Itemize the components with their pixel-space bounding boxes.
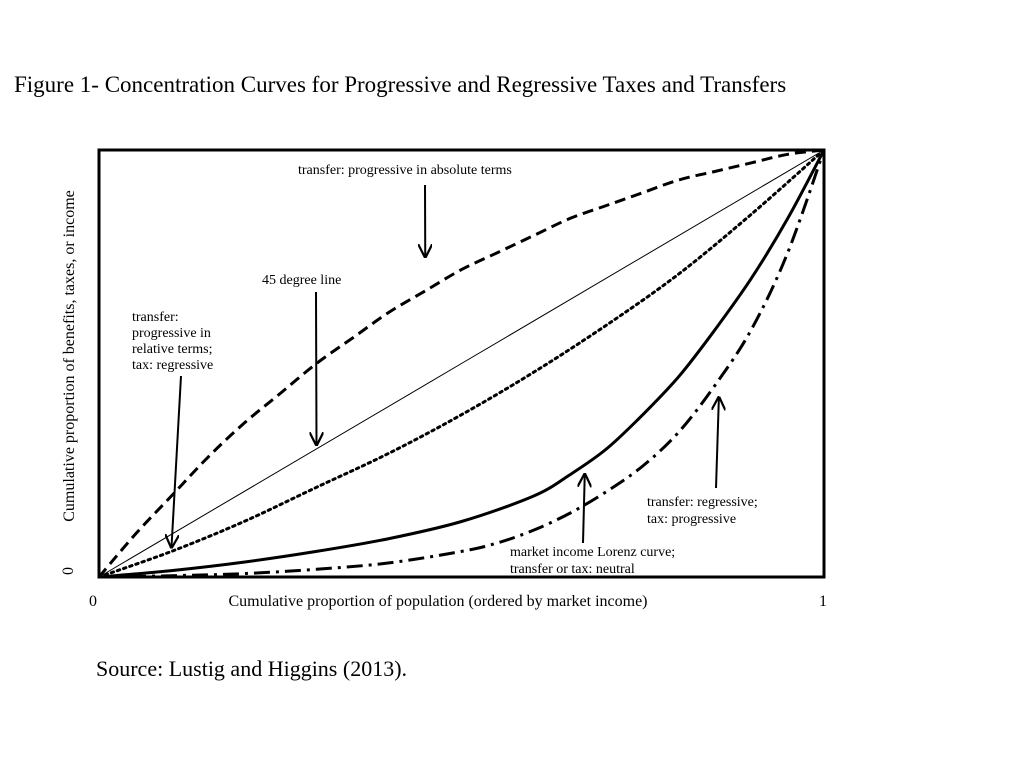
figure-title: Figure 1- Concentration Curves for Progr… <box>14 72 787 97</box>
annotation-label-3: transfer: progressive in relative terms; ta… <box>132 310 213 373</box>
y-tick-0: 0 <box>60 567 77 575</box>
x-axis-label: Cumulative proportion of population (ord… <box>229 593 648 610</box>
curve-dash-dot <box>98 149 826 579</box>
annotation-label-1: transfer: progressive in absolute terms <box>298 163 512 178</box>
y-axis-label: Cumulative proportion of benefits, taxes… <box>61 190 78 521</box>
annotation-arrow-5 <box>583 475 585 544</box>
curve-solid-thick <box>98 149 826 579</box>
annotation-arrow-4 <box>716 398 719 489</box>
annotations-layer: transfer: progressive in absolute terms 4… <box>132 163 758 577</box>
figure-source: Source: Lustig and Higgins (2013). <box>96 656 408 681</box>
annotation-label-2: 45 degree line <box>262 273 341 288</box>
plot-frame <box>97 148 826 579</box>
x-tick-1: 1 <box>819 593 827 610</box>
annotation-label-4: transfer: regressive; tax: progressive <box>647 495 758 527</box>
curve-dashed <box>97 148 825 578</box>
annotation-label-5: market income Lorenz curve; transfer or t… <box>510 545 675 577</box>
annotation-arrow-3 <box>172 375 182 547</box>
curve-dotted <box>97 148 826 579</box>
annotation-arrow-2 <box>316 291 317 445</box>
x-tick-0: 0 <box>89 593 97 610</box>
